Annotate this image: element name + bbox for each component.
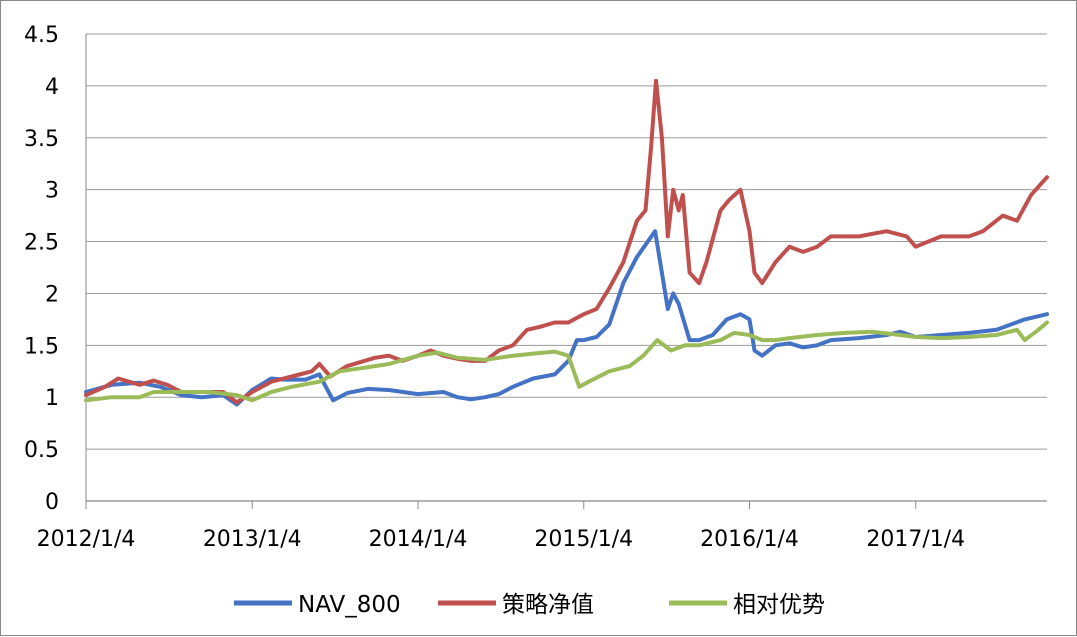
y-tick-label: 4.5 bbox=[24, 23, 59, 48]
axes bbox=[85, 34, 1047, 509]
y-tick-label: 3 bbox=[45, 179, 59, 204]
series-lines bbox=[84, 78, 1049, 407]
y-tick-label: 0 bbox=[45, 490, 59, 515]
y-tick-label: 2 bbox=[45, 282, 59, 307]
gridlines bbox=[86, 33, 1047, 450]
y-tick-label: 1.5 bbox=[24, 334, 59, 359]
legend-label: 相对优势 bbox=[733, 592, 825, 618]
x-tick-label: 2016/1/4 bbox=[700, 527, 799, 552]
x-tick-label: 2012/1/4 bbox=[37, 527, 136, 552]
x-tick-label: 2015/1/4 bbox=[534, 527, 633, 552]
y-tick-label: 3.5 bbox=[24, 127, 59, 152]
y-tick-label: 4 bbox=[45, 75, 59, 100]
series-line-2 bbox=[84, 78, 1049, 405]
y-axis-tick-labels: 0 0.5 1 1.5 2 2.5 3 3.5 4 4.5 bbox=[24, 23, 59, 515]
legend: NAV_800 策略净值 相对优势 bbox=[234, 592, 825, 618]
series-line-3 bbox=[84, 320, 1049, 403]
y-tick-label: 0.5 bbox=[24, 438, 59, 463]
legend-label: NAV_800 bbox=[298, 592, 401, 618]
x-axis-tick-labels: 2012/1/4 2013/1/4 2014/1/4 2015/1/4 2016/1/4… bbox=[37, 527, 966, 552]
x-tick-label: 2013/1/4 bbox=[203, 527, 302, 552]
x-tick-label: 2017/1/4 bbox=[866, 527, 965, 552]
y-tick-label: 1 bbox=[45, 386, 59, 411]
legend-label: 策略净值 bbox=[502, 592, 594, 618]
y-tick-label: 2.5 bbox=[24, 231, 59, 256]
x-tick-label: 2014/1/4 bbox=[369, 527, 468, 552]
series-line-1 bbox=[84, 229, 1049, 407]
